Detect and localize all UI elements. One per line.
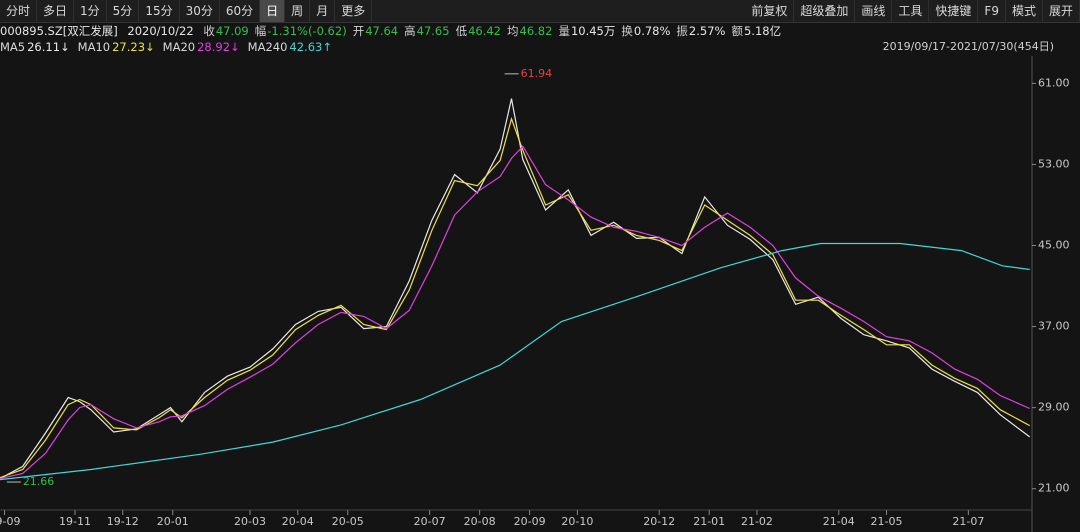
x-tick-label: 20-12	[643, 515, 675, 528]
tool-button[interactable]: 快捷键	[929, 0, 979, 22]
x-tick-label: 19-09	[0, 515, 21, 528]
field-value: 46.42	[468, 24, 501, 38]
y-tick-label: 61.00	[1038, 76, 1070, 89]
period-tab[interactable]: 分时	[0, 0, 38, 22]
legend-name: MA10	[77, 40, 111, 54]
x-tick-label: 20-03	[234, 515, 266, 528]
date-range: 2019/09/17-2021/07/30(454日)	[882, 40, 1054, 53]
stock-code: 000895.SZ[双汇发展]	[0, 24, 118, 38]
legend-name: MA5	[0, 40, 26, 54]
tool-button[interactable]: 前复权	[745, 0, 795, 22]
tool-menu: 前复权 超级叠加 画线 工具 快捷键 F9 模式 展开	[745, 0, 1080, 22]
ma-legend: MA5 26.11↓ MA10 27.23↓ MA20 28.92↓ MA240 42.63↑	[0, 39, 1080, 55]
period-tab[interactable]: 1分	[74, 0, 107, 22]
field-value: 2.57%	[688, 24, 726, 38]
quote-info: 000895.SZ[双汇发展] 2020/10/22 收47.09 幅-1.31%…	[0, 23, 1080, 39]
field-label: 开	[352, 24, 365, 38]
legend-value: 42.63↑	[289, 40, 332, 54]
period-tab[interactable]: 更多	[335, 0, 373, 22]
tool-button[interactable]: 工具	[892, 0, 930, 22]
x-tick-label: 19-11	[59, 515, 91, 528]
y-tick-label: 53.00	[1038, 157, 1070, 170]
period-tab[interactable]: 周	[285, 0, 311, 22]
x-tick-label: 20-09	[514, 515, 546, 528]
field-label: 振	[676, 24, 688, 38]
ma-line	[0, 242, 1030, 481]
period-tab[interactable]: 60分	[220, 0, 261, 22]
field-value: -1.31%(-0.62)	[267, 24, 347, 38]
field-label: 幅	[254, 24, 267, 38]
legend-value: 26.11↓	[27, 40, 70, 54]
y-tick-label: 37.00	[1038, 320, 1070, 333]
x-tick-label: 19-12	[107, 515, 139, 528]
annotation: 61.94	[521, 67, 553, 80]
quote-date: 2020/10/22	[127, 24, 194, 38]
y-tick-label: 21.00	[1038, 482, 1070, 495]
period-tab[interactable]: 多日	[37, 0, 75, 22]
field-value: 5.18亿	[743, 24, 782, 38]
period-tab[interactable]: 日	[260, 0, 286, 22]
toolbar: 分时 多日 1分 5分 15分 30分 60分日周月更多 前复权 超级叠加 画线 工具 快捷键 F9 模…	[0, 0, 1080, 23]
tool-button[interactable]: F9	[978, 0, 1006, 22]
field-value: 47.65	[416, 24, 450, 38]
tool-button[interactable]: 超级叠加	[794, 0, 856, 22]
x-tick-label: 20-05	[332, 515, 364, 528]
x-tick-label: 20-10	[561, 515, 593, 528]
period-tab[interactable]: 5分	[107, 0, 140, 22]
x-tick-label: 21-04	[823, 515, 855, 528]
x-tick-label: 21-02	[741, 515, 773, 528]
tool-button[interactable]: 画线	[855, 0, 893, 22]
y-tick-label: 45.00	[1038, 239, 1070, 252]
field-label: 额	[731, 24, 743, 38]
legend-value: 28.92↓	[197, 40, 240, 54]
annotation: 21.66	[23, 475, 54, 488]
period-tab[interactable]: 30分	[180, 0, 220, 22]
field-label: 收	[203, 24, 215, 38]
period-tabs: 分时 多日 1分 5分 15分 30分 60分日周月更多	[0, 0, 373, 22]
legend-name: MA20	[162, 40, 196, 54]
ma-line	[0, 145, 1030, 480]
y-tick-label: 29.00	[1038, 401, 1070, 414]
x-tick-label: 20-07	[414, 515, 446, 528]
ma-line	[0, 98, 1031, 480]
legend-value: 27.23↓	[112, 40, 155, 54]
field-label: 高	[404, 24, 416, 38]
period-tab[interactable]: 15分	[139, 0, 180, 22]
period-tab[interactable]: 月	[310, 0, 336, 22]
field-label: 低	[455, 24, 468, 38]
x-tick-label: 21-01	[693, 515, 725, 528]
x-tick-label: 21-07	[952, 515, 984, 528]
field-value: 10.45万	[570, 24, 616, 38]
field-value: 47.09	[215, 24, 249, 38]
x-tick-label: 20-01	[157, 515, 189, 528]
field-value: 0.78%	[633, 24, 671, 38]
x-tick-label: 21-05	[871, 515, 903, 528]
ma-line	[0, 116, 1030, 479]
field-label: 量	[558, 24, 570, 38]
field-label: 均	[507, 24, 519, 38]
x-tick-label: 20-08	[464, 515, 496, 528]
field-value: 47.64	[365, 24, 399, 38]
tool-button[interactable]: 展开	[1043, 0, 1080, 22]
x-tick-label: 20-04	[282, 515, 314, 528]
legend-name: MA240	[247, 40, 288, 54]
tool-button[interactable]: 模式	[1006, 0, 1043, 22]
field-value: 46.82	[519, 24, 553, 38]
field-label: 换	[621, 24, 633, 38]
